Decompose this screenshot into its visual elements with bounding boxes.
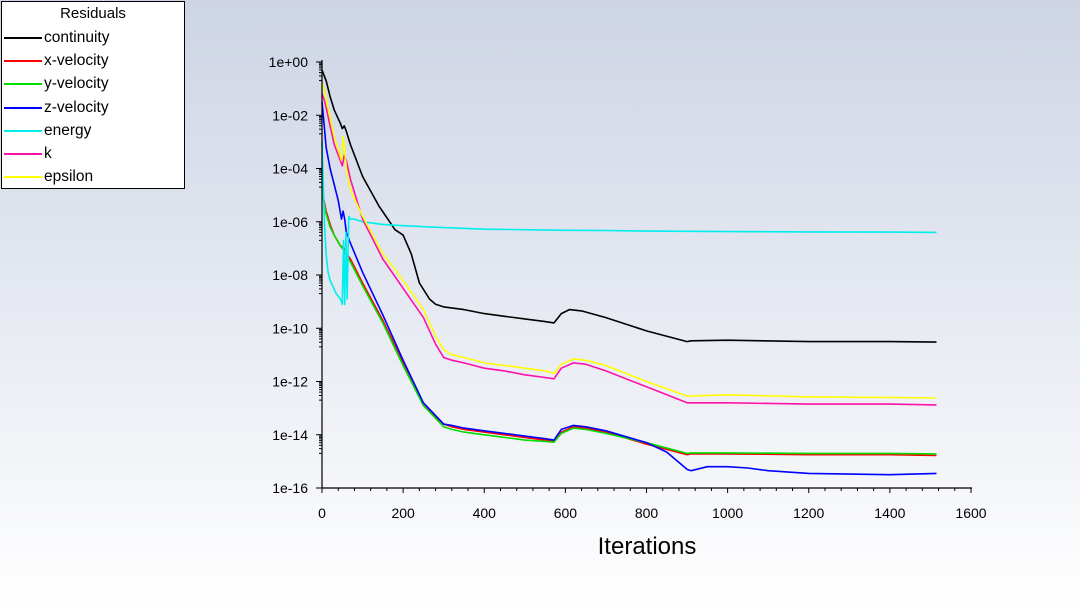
legend-entry-energy: energy — [2, 119, 184, 142]
legend-entry-z-velocity: z-velocity — [2, 96, 184, 119]
legend-label: z-velocity — [44, 98, 109, 116]
legend-swatch — [4, 153, 42, 156]
y-tick-label: 1e-16 — [272, 480, 308, 496]
legend-swatch — [4, 59, 42, 62]
axes-layer — [321, 60, 972, 489]
series-line-epsilon — [321, 83, 937, 399]
legend-title: Residuals — [60, 5, 126, 22]
x-tick-label: 1000 — [712, 505, 743, 521]
series-line-x-velocity — [321, 181, 937, 457]
legend-label: k — [44, 145, 52, 163]
y-tick-label: 1e-02 — [272, 107, 308, 123]
legend-swatch — [4, 106, 42, 109]
x-tick-label: 1600 — [955, 505, 986, 521]
legend-entry-y-velocity: y-velocity — [2, 73, 184, 96]
series-line-z-velocity — [321, 101, 937, 476]
ticks-layer: 0 200 400 600 800 1000 1200 1400 1600 1e+00 1e-02 1… — [269, 54, 987, 521]
legend-entry-epsilon: epsilon — [2, 166, 184, 189]
x-tick-label: 600 — [554, 505, 578, 521]
series-line-k — [321, 93, 937, 406]
y-tick-label: 1e-14 — [272, 427, 308, 443]
legend-swatch — [4, 36, 42, 39]
x-tick-label: 1400 — [874, 505, 905, 521]
y-tick-label: 1e-12 — [272, 374, 308, 390]
x-axis-title: Iterations — [598, 533, 697, 560]
legend-label: continuity — [44, 28, 110, 46]
legend-label: energy — [44, 121, 92, 139]
legend-entries: continuity x-velocity y-velocity z-velocity… — [2, 26, 184, 189]
legend-label: x-velocity — [44, 51, 109, 69]
series-line-y-velocity — [321, 189, 937, 455]
x-tick-label: 200 — [391, 505, 415, 521]
legend: Residuals continuity x-velocity y-velocity… — [1, 1, 185, 189]
x-tick-label: 800 — [635, 505, 659, 521]
y-tick-label: 1e+00 — [269, 54, 309, 70]
legend-entry-x-velocity: x-velocity — [2, 49, 184, 72]
legend-label: y-velocity — [44, 75, 109, 93]
x-tick-label: 1200 — [793, 505, 824, 521]
x-tick-label: 400 — [473, 505, 497, 521]
legend-entry-continuity: continuity — [2, 26, 184, 49]
y-tick-label: 1e-10 — [272, 320, 308, 336]
series-layer — [321, 69, 937, 476]
y-tick-label: 1e-04 — [272, 161, 308, 177]
series-line-continuity — [321, 69, 937, 343]
legend-entry-k: k — [2, 142, 184, 165]
legend-swatch — [4, 129, 42, 132]
legend-swatch — [4, 176, 42, 179]
x-tick-label: 0 — [318, 505, 326, 521]
y-tick-label: 1e-06 — [272, 214, 308, 230]
series-line-energy — [321, 141, 937, 306]
legend-swatch — [4, 83, 42, 86]
legend-label: epsilon — [44, 168, 94, 186]
y-tick-label: 1e-08 — [272, 267, 308, 283]
